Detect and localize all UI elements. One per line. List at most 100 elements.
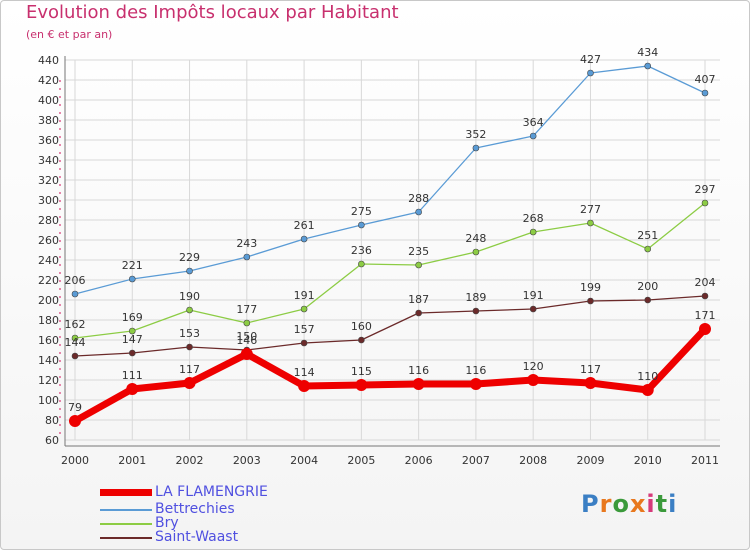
point-bettrechies-2002 <box>186 267 193 275</box>
point-saint-waast-2001 <box>128 349 136 357</box>
y-tick-label-400: 400 <box>38 94 59 107</box>
legend-swatch-la-flamengrie <box>100 489 152 496</box>
x-tick-label-2007: 2007 <box>462 454 490 467</box>
point-saint-waast-2002 <box>186 343 193 351</box>
point-bry-2000 <box>71 334 79 342</box>
legend-swatch-saint-waast <box>100 537 152 539</box>
data-label-la-flamengrie-2000: 79 <box>68 401 82 414</box>
x-tick-label-2011: 2011 <box>691 454 719 467</box>
legend-label-bry: Bry <box>155 515 179 531</box>
y-tick-label-340: 340 <box>38 154 59 167</box>
data-label-la-flamengrie-2002: 117 <box>179 363 200 376</box>
data-label-saint-waast-2007: 189 <box>465 291 486 304</box>
legend-label-bettrechies: Bettrechies <box>155 501 235 517</box>
data-label-saint-waast-2009: 199 <box>580 281 601 294</box>
data-label-bettrechies-2000: 206 <box>65 274 86 287</box>
x-tick-label-2004: 2004 <box>290 454 318 467</box>
y-tick-label-360: 360 <box>38 134 59 147</box>
data-label-bettrechies-2011: 407 <box>695 73 716 86</box>
point-saint-waast-2011 <box>701 292 709 300</box>
x-tick-label-2003: 2003 <box>233 454 261 467</box>
point-la-flamengrie-2007 <box>469 378 482 390</box>
point-bry-2006 <box>415 261 422 269</box>
logo-letter: o <box>612 490 630 518</box>
point-bettrechies-2011 <box>701 89 709 97</box>
point-bry-2008 <box>529 228 537 236</box>
y-tick-label-320: 320 <box>38 174 59 187</box>
y-tick-label-220: 220 <box>38 274 59 287</box>
legend-swatch-bettrechies <box>100 509 152 511</box>
data-label-la-flamengrie-2011: 171 <box>695 309 716 322</box>
data-label-saint-waast-2001: 147 <box>122 333 143 346</box>
point-bettrechies-2000 <box>71 290 79 298</box>
data-label-la-flamengrie-2007: 116 <box>465 364 486 377</box>
point-saint-waast-2006 <box>415 309 422 317</box>
y-tick-label-180: 180 <box>38 314 59 327</box>
logo-letter: i <box>646 490 656 518</box>
y-tick-label-440: 440 <box>38 54 59 67</box>
point-bry-2005 <box>358 260 365 268</box>
y-tick-label-80: 80 <box>45 414 59 427</box>
x-tick-label-2002: 2002 <box>176 454 204 467</box>
data-label-bry-2007: 248 <box>465 232 486 245</box>
point-bry-2001 <box>128 327 136 335</box>
proxiti-logo: Proxiti <box>581 490 677 518</box>
logo-letter: P <box>581 490 600 518</box>
point-la-flamengrie-2002 <box>183 377 196 389</box>
y-tick-label-420: 420 <box>38 74 59 87</box>
logo-letter: x <box>629 490 647 518</box>
y-tick-label-380: 380 <box>38 114 59 127</box>
data-label-saint-waast-2010: 200 <box>637 280 658 293</box>
legend-swatch-bry <box>100 523 152 525</box>
data-label-la-flamengrie-2006: 116 <box>408 364 429 377</box>
x-tick-label-2005: 2005 <box>347 454 375 467</box>
data-label-saint-waast-2006: 187 <box>408 293 429 306</box>
point-bettrechies-2006 <box>415 208 422 216</box>
data-label-bry-2002: 190 <box>179 290 200 303</box>
point-la-flamengrie-2010 <box>641 384 654 396</box>
data-label-la-flamengrie-2001: 111 <box>122 369 143 382</box>
data-label-saint-waast-2004: 157 <box>294 323 315 336</box>
data-label-bettrechies-2004: 261 <box>294 219 315 232</box>
point-bettrechies-2005 <box>358 221 365 229</box>
chart-title: Evolution des Impôts locaux par Habitant <box>26 2 399 23</box>
y-tick-label-120: 120 <box>38 374 59 387</box>
y-tick-label-280: 280 <box>38 214 59 227</box>
legend-label-la-flamengrie: LA FLAMENGRIE <box>155 484 268 500</box>
x-tick-label-2010: 2010 <box>634 454 662 467</box>
point-la-flamengrie-2004 <box>298 380 311 392</box>
data-label-bettrechies-2009: 427 <box>580 53 601 66</box>
x-tick-label-2006: 2006 <box>405 454 433 467</box>
point-bettrechies-2007 <box>472 144 480 152</box>
data-label-saint-waast-2003: 150 <box>236 330 257 343</box>
data-label-bettrechies-2010: 434 <box>637 46 658 59</box>
point-bry-2010 <box>644 245 652 253</box>
data-label-bry-2006: 235 <box>408 245 429 258</box>
legend-item-saint-waast: Saint-Waast <box>100 529 360 547</box>
legend-item-bettrechies: Bettrechies <box>100 501 360 519</box>
logo-letter: r <box>599 490 613 518</box>
point-bettrechies-2001 <box>128 275 136 283</box>
data-label-bry-2005: 236 <box>351 244 372 257</box>
point-la-flamengrie-2009 <box>584 377 597 389</box>
point-la-flamengrie-2005 <box>355 379 368 391</box>
x-tick-label-2009: 2009 <box>576 454 604 467</box>
data-label-la-flamengrie-2008: 120 <box>523 360 544 373</box>
series-line-bettrechies <box>74 65 706 295</box>
x-tick-label-2000: 2000 <box>61 454 89 467</box>
data-label-bry-2003: 177 <box>236 303 257 316</box>
data-label-bry-2004: 191 <box>294 289 315 302</box>
series-line-bry <box>74 202 706 339</box>
y-tick-label-140: 140 <box>38 354 59 367</box>
point-la-flamengrie-2000 <box>69 415 81 427</box>
point-bettrechies-2010 <box>644 62 652 70</box>
data-label-saint-waast-2000: 144 <box>65 336 86 349</box>
data-label-saint-waast-2008: 191 <box>523 289 544 302</box>
data-label-bettrechies-2002: 229 <box>179 251 200 264</box>
point-bry-2002 <box>186 306 193 314</box>
point-bettrechies-2009 <box>587 69 594 77</box>
data-label-bry-2010: 251 <box>637 229 658 242</box>
data-label-saint-waast-2002: 153 <box>179 327 200 340</box>
